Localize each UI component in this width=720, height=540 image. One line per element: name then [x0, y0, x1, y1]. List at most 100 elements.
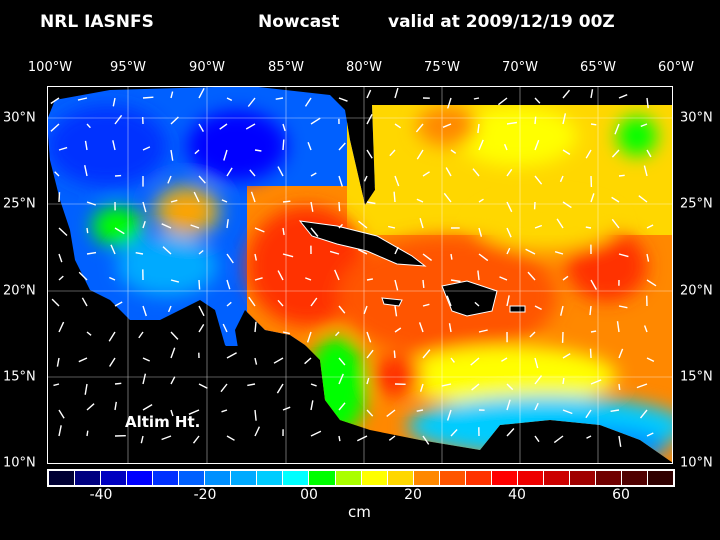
current-vector	[198, 249, 204, 255]
current-vector	[247, 97, 256, 107]
current-vector	[422, 349, 431, 359]
current-vector	[441, 383, 452, 387]
current-vector	[556, 218, 564, 229]
current-vector	[50, 123, 60, 132]
colorbar-swatch	[75, 471, 102, 485]
longitude-label: 60°W	[658, 60, 694, 75]
current-vector	[618, 305, 628, 309]
current-vector	[419, 218, 424, 229]
current-vector	[58, 275, 64, 281]
current-vector	[446, 295, 452, 307]
current-vector	[198, 87, 205, 99]
current-vector	[310, 227, 319, 237]
current-vector	[58, 192, 61, 203]
current-vector	[534, 435, 540, 443]
colorbar-tick-label: -20	[193, 487, 217, 503]
current-vector	[534, 305, 542, 311]
current-vector	[334, 331, 340, 337]
current-vector	[304, 357, 312, 365]
current-vector	[529, 331, 536, 338]
latitude-label: 15°N	[3, 369, 36, 385]
current-vector	[170, 409, 174, 417]
current-vector	[254, 227, 265, 233]
current-vector	[358, 220, 368, 229]
current-vector	[388, 435, 396, 441]
current-vector	[506, 227, 512, 238]
current-vector	[610, 409, 620, 412]
colorbar	[47, 469, 675, 487]
model-title: NRL IASNFS	[40, 12, 154, 32]
latitude-label: 30°N	[3, 110, 36, 126]
current-vector	[646, 224, 654, 229]
colorbar-swatch	[153, 471, 180, 485]
current-vector	[585, 149, 592, 159]
current-vector	[506, 383, 514, 391]
current-vector	[282, 253, 294, 258]
current-vector	[58, 146, 68, 151]
latitude-label: 15°N	[680, 369, 713, 385]
current-vector	[192, 435, 200, 444]
current-vector	[585, 226, 592, 229]
current-vector	[366, 113, 373, 125]
current-vector	[499, 276, 508, 281]
colorbar-tick-label: 00	[300, 487, 318, 503]
current-vector	[393, 350, 396, 359]
current-vector	[112, 97, 116, 107]
current-vector	[250, 191, 256, 203]
current-vector	[534, 116, 537, 125]
longitude-label: 75°W	[424, 60, 460, 75]
current-vector	[366, 331, 372, 343]
current-vector	[589, 348, 592, 359]
current-vector	[450, 279, 461, 283]
current-vector	[590, 193, 595, 203]
current-vector	[114, 382, 122, 385]
current-vector	[506, 168, 513, 177]
colorbar-units: cm	[348, 503, 371, 521]
current-vector	[478, 198, 484, 203]
current-vector	[534, 97, 541, 104]
current-vector	[310, 297, 318, 307]
latitude-label: 25°N	[680, 196, 713, 212]
current-vector	[534, 357, 539, 369]
current-vector	[477, 123, 480, 134]
current-vector	[357, 248, 368, 255]
current-vector	[338, 175, 343, 187]
colorbar-swatch	[257, 471, 284, 485]
colorbar-swatch	[517, 471, 544, 485]
current-vector	[170, 279, 180, 283]
current-vector	[190, 224, 200, 229]
current-vector	[162, 246, 172, 255]
current-vector	[329, 250, 340, 255]
current-vector	[310, 117, 321, 125]
current-vector	[618, 435, 622, 447]
current-vector	[277, 270, 284, 281]
current-vector	[221, 199, 228, 203]
current-vector	[450, 149, 457, 154]
current-vector	[590, 279, 598, 290]
current-vector	[276, 383, 284, 394]
current-vector	[448, 323, 452, 333]
current-vector	[618, 348, 624, 359]
current-vector	[220, 383, 228, 393]
current-vector	[273, 357, 284, 364]
colorbar-swatch	[127, 471, 154, 485]
current-vector	[226, 219, 229, 229]
colorbar-swatch	[569, 471, 596, 485]
current-vector	[254, 321, 257, 333]
current-vector	[618, 94, 628, 99]
current-vector	[506, 121, 518, 125]
current-vector	[198, 123, 205, 132]
current-vector	[478, 139, 484, 151]
current-vector	[589, 305, 592, 316]
valid-time: valid at 2009/12/19 00Z	[388, 12, 615, 32]
current-vector	[586, 435, 592, 439]
current-vector	[478, 253, 489, 262]
current-vector	[282, 200, 291, 203]
current-vector	[506, 295, 510, 307]
current-vector	[366, 89, 372, 99]
current-vector	[386, 409, 396, 417]
current-vector	[501, 357, 508, 362]
current-vector	[114, 227, 125, 235]
current-vector	[443, 192, 452, 203]
current-vector	[525, 248, 536, 255]
